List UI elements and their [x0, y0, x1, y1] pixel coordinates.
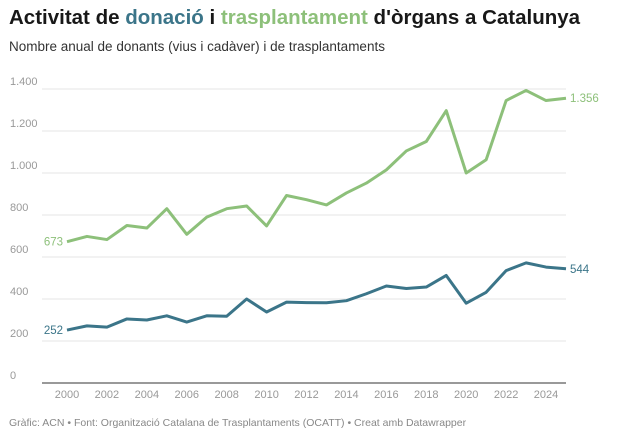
x-tick-label: 2006	[175, 389, 199, 401]
x-tick-label: 2022	[494, 389, 518, 401]
y-tick-label: 1.200	[10, 118, 38, 130]
y-tick-label: 200	[10, 328, 28, 340]
x-tick-label: 2012	[294, 389, 318, 401]
x-tick-label: 2018	[414, 389, 438, 401]
y-tick-label: 1.400	[10, 76, 38, 88]
y-tick-label: 600	[10, 244, 28, 256]
chart-subtitle: Nombre anual de donants (vius i cadàver)…	[9, 39, 385, 54]
title-transplants-word: trasplantament	[220, 6, 368, 29]
x-tick-label: 2014	[334, 389, 358, 401]
x-tick-label: 2002	[95, 389, 119, 401]
x-tick-label: 2020	[454, 389, 478, 401]
title-donors-word: donació	[125, 6, 204, 29]
transplants-line	[66, 88, 567, 244]
title-text: d'òrgans a Catalunya	[367, 6, 581, 29]
donors-last-label: 544	[570, 264, 590, 276]
transplants-first-label: 673	[44, 237, 63, 249]
x-tick-label: 2000	[55, 389, 79, 401]
y-tick-label: 0	[10, 370, 16, 382]
x-tick-label: 2008	[214, 389, 238, 401]
chart-footer: Gràfic: ACN • Font: Organització Catalan…	[9, 417, 467, 429]
donors-line	[66, 261, 567, 332]
x-tick-label: 2010	[254, 389, 278, 401]
title-text: Activitat de	[9, 6, 126, 29]
y-tick-label: 400	[10, 286, 28, 298]
y-tick-label: 1.000	[10, 160, 38, 172]
transplants-last-label: 1.356	[570, 93, 599, 105]
y-tick-label: 800	[10, 202, 28, 214]
x-tick-label: 2016	[374, 389, 398, 401]
donors-first-label: 252	[44, 325, 63, 337]
title-text: i	[203, 6, 221, 29]
x-tick-label: 2004	[135, 389, 159, 401]
x-tick-label: 2024	[534, 389, 558, 401]
chart-title: Activitat de donació i trasplantament d'…	[9, 6, 580, 30]
